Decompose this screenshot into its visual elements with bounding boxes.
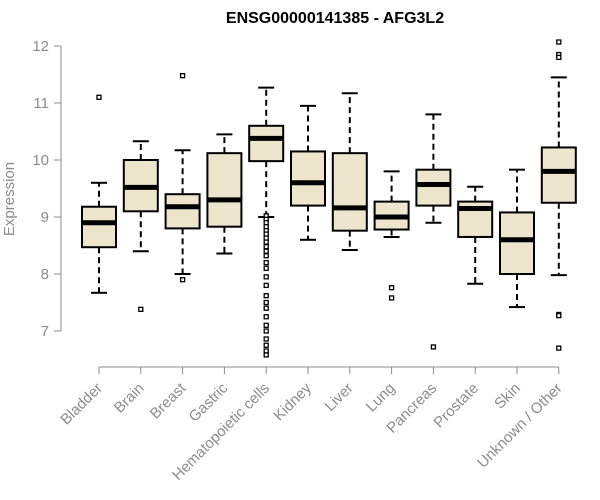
box-group-bladder (81, 94, 117, 294)
box-group-gastric (206, 133, 243, 255)
iqr-box (81, 205, 117, 249)
outlier-point (263, 243, 269, 250)
iqr-box (499, 211, 535, 276)
outlier-point (388, 295, 395, 301)
outlier-point (556, 312, 562, 319)
outlier-point (179, 72, 186, 79)
outlier-point (179, 277, 186, 283)
outlier-point (430, 344, 437, 350)
x-tick-label: Liver (322, 380, 357, 415)
box-group-hematopoietic-cells (248, 86, 285, 358)
x-tick-label: Prostate (430, 380, 482, 432)
box-group-lung (373, 170, 410, 301)
outlier-point (263, 282, 269, 289)
y-axis: 7 8 9 10 11 12 (32, 38, 62, 340)
outlier-point (263, 265, 269, 271)
outlier-point (263, 342, 269, 348)
x-tick-label: Kidney (270, 379, 315, 424)
outlier-point (263, 322, 269, 328)
outlier-point (263, 352, 269, 358)
x-tick-label: Bladder (57, 380, 106, 429)
x-tick-label: Breast (147, 379, 190, 422)
outlier-point (138, 306, 144, 312)
box-group-brain (122, 140, 159, 312)
outlier-point (263, 314, 269, 320)
outlier-point (263, 305, 269, 311)
iqr-box (248, 124, 285, 163)
outlier-point (263, 248, 269, 254)
outlier-point (263, 293, 269, 299)
box-group-kidney (290, 104, 326, 241)
outlier-point (388, 285, 395, 291)
outlier-point (556, 54, 562, 61)
y-tick-label: 11 (33, 95, 49, 112)
y-tick-label: 12 (32, 38, 49, 55)
y-tick-label: 9 (41, 209, 49, 226)
y-axis-label: Expression (1, 162, 18, 236)
boxes-group (81, 39, 577, 358)
outlier-point (263, 259, 269, 266)
iqr-box (290, 150, 326, 207)
x-tick-label: Lung (363, 380, 399, 416)
outlier-point (556, 39, 562, 45)
box-group-liver (331, 92, 368, 252)
iqr-box (206, 152, 243, 228)
outlier-point (263, 299, 269, 306)
box-group-breast (164, 72, 201, 283)
outlier-point (263, 336, 269, 342)
iqr-box (331, 152, 368, 232)
box-group-prostate (457, 185, 494, 285)
y-tick-label: 8 (41, 266, 49, 283)
box-group-skin (499, 168, 535, 309)
box-group-pancreas (415, 113, 452, 350)
outlier-point (263, 328, 269, 334)
x-tick-label: Skin (491, 380, 524, 413)
y-tick-label: 7 (41, 323, 49, 340)
x-tick-label: Brain (111, 380, 148, 417)
outlier-point (263, 274, 269, 280)
iqr-box (164, 193, 201, 230)
iqr-box (540, 146, 577, 204)
y-tick-label: 10 (32, 152, 49, 169)
box-group-unknown-other (540, 39, 577, 351)
outlier-point (263, 239, 269, 245)
outlier-point (263, 253, 269, 259)
outlier-point (556, 345, 562, 351)
outlier-point (96, 94, 102, 100)
chart-title: ENSG00000141385 - AFG3L2 (226, 10, 444, 27)
iqr-box (415, 168, 452, 207)
